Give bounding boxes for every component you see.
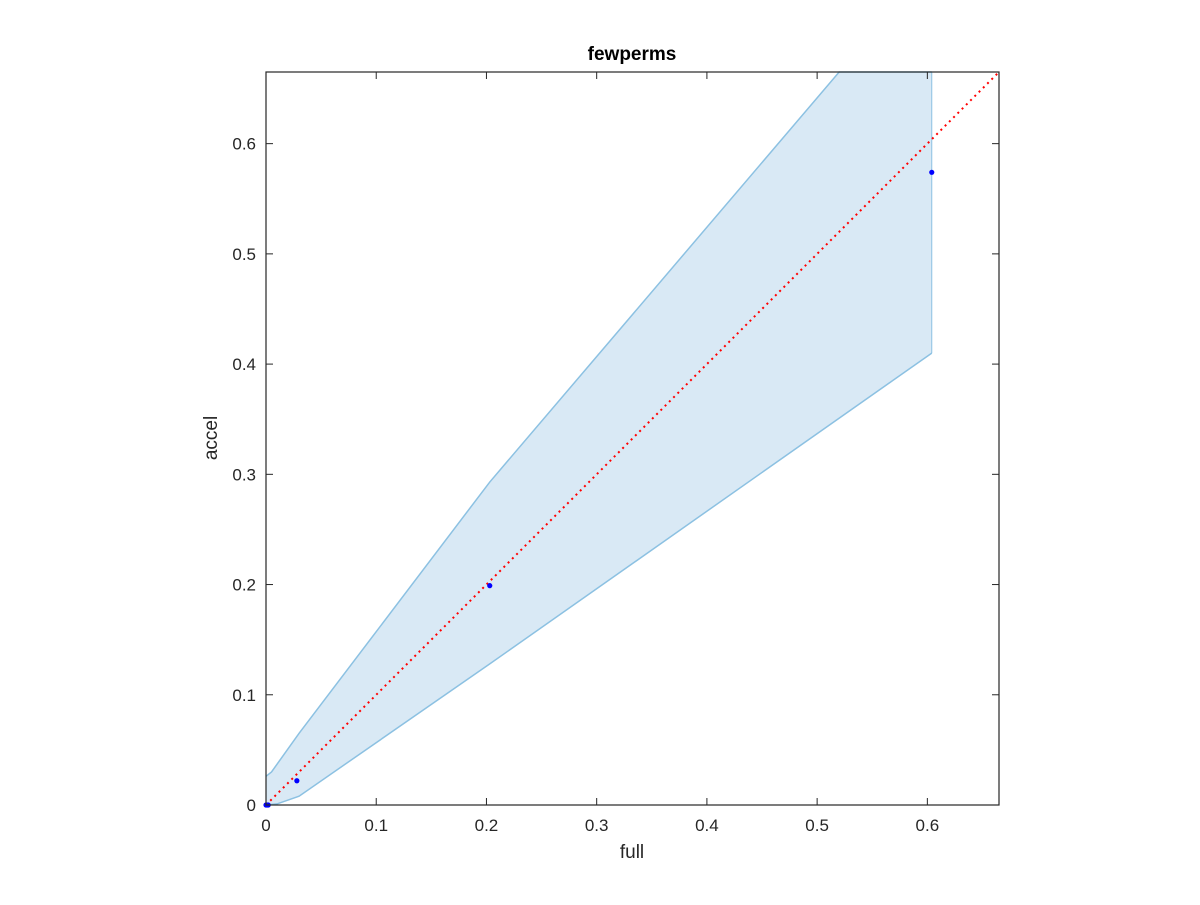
y-tick-label-6: 0.6 bbox=[232, 135, 256, 154]
band-lower-edge bbox=[265, 352, 933, 806]
y-tick-label-1: 0.1 bbox=[232, 686, 256, 705]
x-axis-ticks: 0 0.1 0.2 0.3 0.4 0.5 0.6 bbox=[261, 72, 939, 835]
band-fill bbox=[266, 72, 932, 805]
data-point-3 bbox=[294, 778, 300, 784]
axes-box bbox=[265, 71, 1000, 806]
y-tick-label-2: 0.2 bbox=[232, 576, 256, 595]
y-tick-label-5: 0.5 bbox=[232, 245, 256, 264]
data-point-4 bbox=[487, 583, 493, 589]
x-tick-label-0: 0 bbox=[261, 816, 270, 835]
x-tick-label-4: 0.4 bbox=[695, 816, 719, 835]
x-tick-label-5: 0.5 bbox=[805, 816, 829, 835]
x-tick-label-3: 0.3 bbox=[585, 816, 609, 835]
confidence-band bbox=[265, 71, 933, 806]
x-axis-label: full bbox=[620, 842, 644, 863]
axes bbox=[265, 71, 1000, 806]
y-tick-label-3: 0.3 bbox=[232, 465, 256, 484]
y-axis-ticks: 0 0.1 0.2 0.3 0.4 0.5 0.6 bbox=[232, 135, 999, 815]
y-tick-label-0: 0 bbox=[247, 796, 256, 815]
y-axis-label: accel bbox=[201, 416, 222, 460]
x-tick-label-2: 0.2 bbox=[475, 816, 499, 835]
x-tick-label-1: 0.1 bbox=[364, 816, 388, 835]
data-point-5 bbox=[929, 169, 935, 175]
x-tick-label-6: 0.6 bbox=[916, 816, 940, 835]
chart-title: fewperms bbox=[588, 44, 677, 65]
y-tick-label-4: 0.4 bbox=[232, 355, 256, 374]
